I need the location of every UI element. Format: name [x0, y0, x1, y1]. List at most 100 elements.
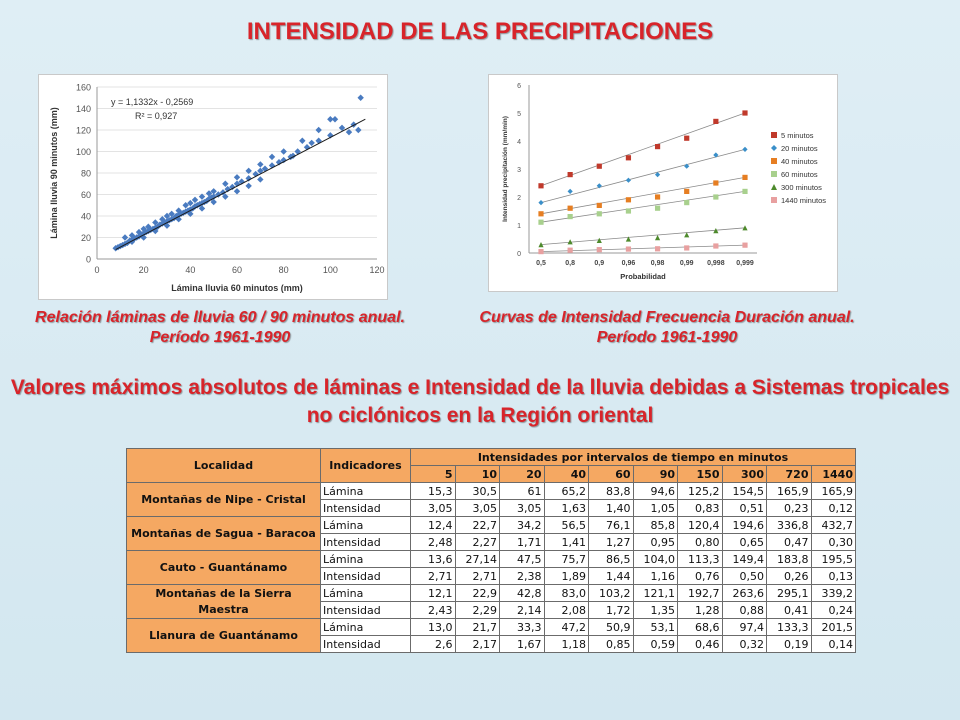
value-cell: 165,9	[810, 482, 856, 500]
value-cell: 1,18	[543, 635, 589, 653]
x-tick-label: 0,96	[622, 260, 636, 267]
value-cell: 2,48	[410, 533, 456, 551]
scatter-point	[268, 162, 276, 169]
scatter-point	[198, 205, 206, 212]
value-cell: 0,23	[766, 499, 812, 517]
series-point	[742, 242, 748, 248]
value-cell: 1,41	[543, 533, 589, 551]
legend-label: 60 minutos	[781, 170, 818, 179]
scatter-point	[315, 126, 322, 134]
interval-header: 150	[677, 465, 723, 483]
interval-header: 720	[766, 465, 812, 483]
y-tick-label: 3	[517, 167, 521, 174]
series-point	[713, 180, 719, 186]
scatter-point	[268, 153, 276, 161]
table-row: Llanura de Guantánamo Lámina 13,0 21,7 33,3 4…	[126, 618, 856, 653]
series-point	[538, 211, 544, 217]
value-cell: 3,05	[410, 499, 456, 517]
series-point	[742, 110, 748, 116]
scatter-point	[257, 167, 264, 175]
series-point	[538, 249, 544, 255]
legend-marker	[771, 197, 777, 203]
trendline	[115, 118, 366, 250]
legend-label: 1440 minutos	[781, 196, 826, 205]
scatter-point	[331, 116, 339, 123]
series-point	[684, 188, 690, 194]
scatter-point	[357, 94, 364, 101]
value-cell: 121,1	[632, 584, 678, 602]
value-cell: 27,14	[454, 550, 500, 568]
scatter-point	[327, 116, 334, 123]
series-trendline	[540, 177, 746, 215]
value-cell: 85,8	[632, 516, 678, 534]
col-indicadores: Indicadores	[320, 448, 411, 483]
scatter-point	[191, 196, 199, 204]
value-cell: 0,51	[721, 499, 767, 517]
scatter-point	[210, 193, 217, 200]
y-tick-label: 100	[76, 147, 91, 157]
value-cell: 2,38	[499, 567, 545, 585]
localidad-cell: Montañas de Nipe - Cristal	[126, 482, 321, 517]
x-tick-label: 80	[279, 265, 289, 275]
scatter-chart-panel: 0 20 40 60 80 100 120 140 160 0 20 40 60 80 100 120 Lámi…	[38, 74, 388, 300]
value-cell: 2,27	[454, 533, 500, 551]
value-cell: 195,5	[810, 550, 856, 568]
value-cell: 83,0	[543, 584, 589, 602]
value-cell: 192,7	[677, 584, 723, 602]
table-row: Intensidad 2,48 2,27 1,71 1,41 1,27 0,95 0,80 0,…	[127, 533, 856, 551]
value-cell: 0,24	[810, 601, 856, 619]
value-cell: 75,7	[543, 550, 589, 568]
scatter-point	[275, 159, 283, 166]
scatter-point	[280, 148, 287, 155]
value-cell: 1,67	[499, 635, 545, 653]
value-cell: 263,6	[721, 584, 767, 602]
scatter-point	[173, 212, 180, 220]
x-tick-label: 0	[94, 265, 99, 275]
x-tick-label: 0,998	[707, 260, 725, 267]
indicador-cell: Intensidad	[320, 601, 411, 619]
scatter-point	[222, 180, 229, 187]
scatter-point	[245, 182, 252, 190]
scatter-point	[222, 193, 229, 200]
value-cell: 1,35	[632, 601, 678, 619]
value-cell: 47,5	[499, 550, 545, 568]
value-cell: 47,2	[543, 618, 589, 636]
legend-marker	[771, 171, 777, 177]
table-row: Montañas de Sagua - Baracoa Lámina 12,4 22,…	[126, 516, 856, 551]
indicador-cell: Lámina	[320, 482, 411, 500]
value-cell: 0,95	[632, 533, 678, 551]
table-row: Montañas de Nipe - Cristal Lámina 15,3 30,5…	[126, 482, 856, 517]
series-point	[713, 228, 719, 234]
series-point	[625, 155, 632, 161]
indicador-cell: Intensidad	[320, 533, 411, 551]
x-tick-label: 0,5	[536, 260, 546, 267]
y-tick-label: 80	[81, 169, 91, 179]
series-point	[596, 211, 602, 217]
value-cell: 0,30	[810, 533, 856, 551]
x-tick-label: 100	[323, 265, 338, 275]
y-axis-label: Intensidad precipitación (mm/min)	[502, 116, 509, 222]
value-cell: 0,19	[766, 635, 812, 653]
series-point	[538, 219, 544, 225]
series-point	[538, 183, 544, 189]
scatter-point	[257, 161, 264, 168]
value-cell: 0,88	[721, 601, 767, 619]
series-trendline	[540, 149, 746, 203]
indicador-cell: Intensidad	[320, 635, 411, 653]
interval-header: 5	[410, 465, 456, 483]
idf-chart-panel: 0 1 2 3 4 5 6 0,5 0,8 0,9 0,96 0,98 0,99 0,998 0,999 Pr…	[488, 74, 838, 292]
series-point	[596, 163, 602, 169]
y-tick-label: 140	[76, 104, 91, 114]
regression-annotation: R² = 0,927	[135, 111, 177, 121]
value-cell: 154,5	[721, 482, 767, 500]
x-tick-label: 0,999	[736, 260, 754, 267]
intensity-table: Localidad Indicadores Intensidades por i…	[126, 448, 856, 653]
page-title: INTENSIDAD DE LAS PRECIPITACIONES	[246, 18, 714, 45]
value-cell: 13,6	[410, 550, 456, 568]
y-tick-label: 0	[86, 255, 91, 265]
scatter-point	[210, 188, 217, 195]
value-cell: 97,4	[721, 618, 767, 636]
interval-header: 60	[588, 465, 634, 483]
series-point	[625, 236, 632, 242]
scatter-point	[194, 202, 201, 209]
